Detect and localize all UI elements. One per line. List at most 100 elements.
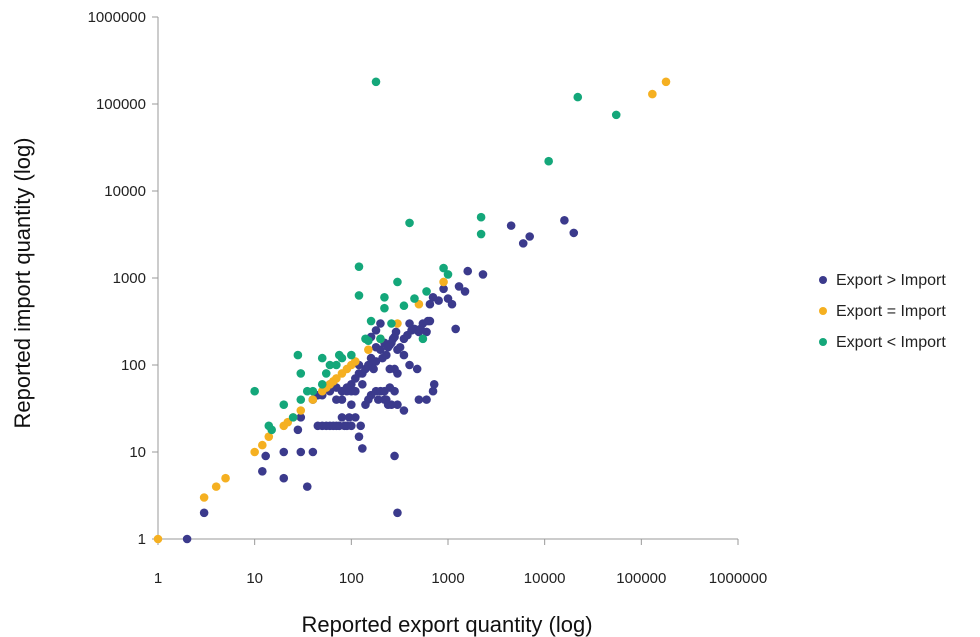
x-tick-label: 100000: [616, 570, 666, 587]
point-export-lt-import: [476, 212, 486, 222]
y-tick-label: 100: [121, 357, 146, 374]
point-export-lt-import: [317, 380, 327, 389]
x-tick-label: 1000000: [709, 570, 767, 587]
legend-marker: [819, 307, 827, 315]
point-export-gt-import: [358, 444, 367, 453]
point-export-gt-import: [356, 421, 366, 431]
point-export-gt-import: [391, 327, 401, 337]
point-export-lt-import: [366, 316, 376, 326]
point-export-gt-import: [425, 316, 435, 326]
point-export-gt-import: [405, 360, 414, 370]
point-export-gt-import: [342, 383, 352, 392]
point-export-gt-import: [296, 447, 306, 457]
point-export-lt-import: [293, 350, 303, 360]
point-export-lt-import: [354, 291, 364, 300]
point-export-eq-import: [332, 374, 341, 383]
point-export-gt-import: [371, 326, 381, 335]
point-export-eq-import: [258, 440, 267, 450]
point-export-eq-import: [221, 473, 230, 483]
point-export-lt-import: [387, 319, 396, 328]
x-tick-label: 10000: [524, 570, 566, 587]
point-export-gt-import: [390, 451, 399, 461]
y-tick-label: 1000: [113, 270, 146, 287]
point-export-gt-import: [351, 386, 360, 396]
point-export-gt-import: [414, 395, 424, 404]
legend-label: Export = Import: [836, 303, 946, 320]
point-export-lt-import: [393, 277, 402, 287]
point-export-gt-import: [376, 319, 385, 328]
point-export-gt-import: [371, 357, 381, 366]
point-export-lt-import: [337, 353, 347, 363]
point-export-lt-import: [267, 425, 276, 435]
y-tick-label: 1000000: [88, 9, 146, 26]
point-export-gt-import: [422, 395, 431, 404]
point-export-gt-import: [366, 390, 376, 400]
point-export-lt-import: [573, 92, 583, 102]
point-export-eq-import: [661, 77, 671, 87]
point-export-gt-import: [412, 364, 422, 374]
point-export-gt-import: [351, 374, 360, 383]
point-export-gt-import: [258, 467, 267, 476]
point-export-gt-import: [399, 406, 409, 415]
point-export-lt-import: [296, 395, 306, 404]
point-export-eq-import: [211, 482, 221, 491]
point-export-gt-import: [518, 239, 528, 248]
legend-label: Export < Import: [836, 334, 946, 351]
point-export-eq-import: [264, 432, 274, 441]
data-points: [153, 77, 671, 544]
point-export-lt-import: [544, 156, 553, 166]
point-export-gt-import: [429, 380, 439, 389]
point-export-eq-import: [364, 345, 373, 354]
point-export-lt-import: [371, 77, 381, 87]
point-export-lt-import: [250, 386, 259, 396]
point-export-gt-import: [382, 395, 391, 404]
point-export-eq-import: [308, 395, 318, 404]
point-export-lt-import: [376, 334, 385, 344]
point-export-lt-import: [410, 294, 419, 303]
point-export-gt-import: [422, 327, 431, 337]
point-export-eq-import: [351, 357, 360, 366]
point-export-lt-import: [380, 303, 389, 313]
point-export-gt-import: [463, 266, 473, 276]
point-export-gt-import: [354, 432, 364, 441]
point-export-lt-import: [296, 369, 306, 378]
point-export-gt-import: [296, 413, 306, 422]
y-tick-label: 1: [138, 531, 146, 548]
point-export-gt-import: [302, 482, 312, 491]
point-export-eq-import: [199, 493, 209, 502]
x-tick-label: 100: [339, 570, 364, 587]
point-export-gt-import: [382, 350, 391, 360]
point-export-lt-import: [325, 360, 335, 370]
point-export-gt-import: [351, 413, 360, 422]
point-export-gt-import: [393, 508, 402, 518]
point-export-lt-import: [422, 287, 431, 296]
x-tick-label: 1000: [431, 570, 464, 587]
point-export-gt-import: [182, 534, 192, 544]
point-export-gt-import: [385, 383, 395, 392]
point-export-lt-import: [405, 218, 414, 228]
y-tick-label: 10000: [104, 183, 146, 200]
point-export-eq-import: [439, 277, 448, 287]
legend: Export > Import Export = Import Export < I…: [819, 272, 946, 351]
x-tick-label: 10: [246, 570, 263, 587]
point-export-gt-import: [344, 413, 354, 422]
point-export-gt-import: [560, 216, 569, 225]
point-export-eq-import: [648, 89, 657, 99]
point-export-gt-import: [385, 364, 395, 374]
point-export-gt-import: [358, 380, 367, 389]
point-export-eq-import: [153, 534, 163, 544]
point-export-gt-import: [373, 395, 383, 404]
point-export-gt-import: [428, 386, 438, 396]
y-tick-label: 10: [129, 444, 146, 461]
point-export-lt-import: [380, 293, 389, 302]
point-export-lt-import: [279, 400, 289, 409]
point-export-gt-import: [395, 342, 405, 352]
point-export-gt-import: [451, 324, 460, 334]
point-export-gt-import: [337, 413, 347, 422]
point-export-lt-import: [611, 110, 621, 120]
point-export-lt-import: [439, 263, 448, 273]
point-export-gt-import: [434, 296, 443, 305]
point-export-gt-import: [478, 270, 488, 279]
point-export-gt-import: [525, 232, 534, 241]
point-export-lt-import: [288, 413, 298, 422]
